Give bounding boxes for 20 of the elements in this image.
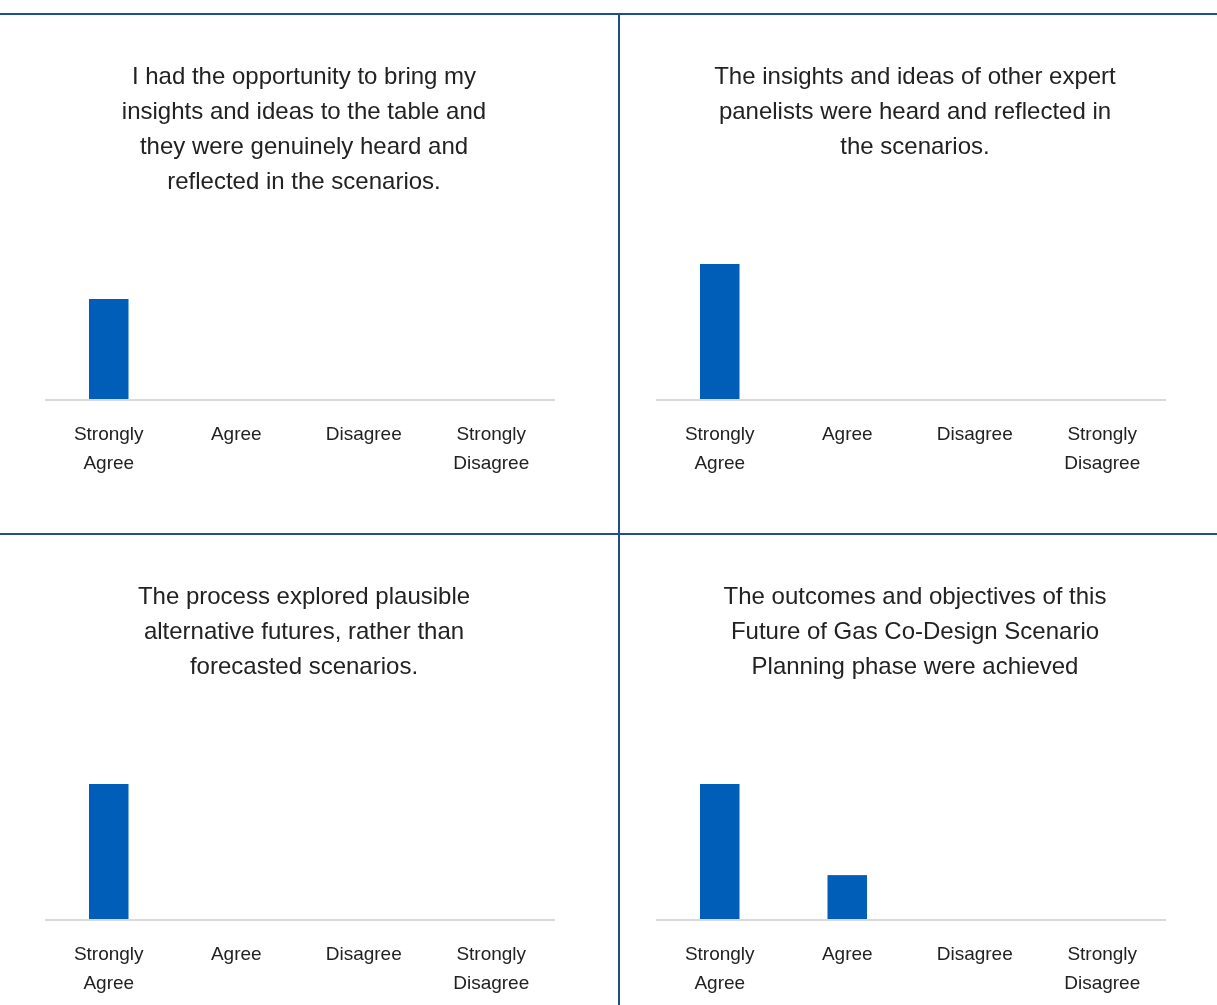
x-tick-label: Strongly Disagree (453, 943, 530, 993)
x-tick-label: Strongly Disagree (1064, 943, 1141, 993)
x-tick-label: Agree (821, 943, 873, 964)
x-tick-label: Agree (821, 423, 873, 444)
x-tick-label: Strongly Disagree (1064, 423, 1141, 473)
chart-title: The outcomes and objectives of this Future of Gas Co-Design Scenario Planning phase were achieved (723, 582, 1107, 679)
x-tick-label: Disagree (936, 943, 1013, 964)
x-tick-label: Strongly Agree (73, 943, 145, 993)
chart-title: I had the opportunity to bring my insights and ideas to the table and they were genuinely heard and reflected in the scenarios. (121, 62, 487, 194)
x-tick-label: Disagree (936, 423, 1013, 444)
x-tick-label: Agree (210, 943, 262, 964)
x-tick-label: Strongly Disagree (453, 423, 530, 473)
x-tick-label: Strongly Agree (684, 943, 756, 993)
x-tick-label: Disagree (325, 423, 402, 444)
x-tick-label: Agree (210, 423, 262, 444)
x-tick-label: Strongly Agree (684, 423, 756, 473)
x-tick-label: Disagree (325, 943, 402, 964)
x-tick-label: Strongly Agree (73, 423, 145, 473)
chart-title: The process explored plausible alternative futures, rather than forecasted scenarios. (137, 582, 471, 679)
chart-title: The insights and ideas of other expert panelists were heard and reflected in the scenarios. (714, 62, 1117, 159)
